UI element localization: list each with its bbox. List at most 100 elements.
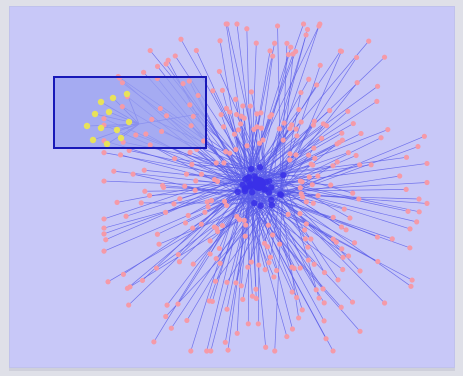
graph-node[interactable]	[313, 287, 319, 293]
graph-node[interactable]	[178, 36, 184, 42]
selected-node[interactable]	[113, 126, 121, 134]
graph-node[interactable]	[193, 47, 199, 54]
graph-node[interactable]	[221, 160, 227, 166]
graph-node[interactable]	[310, 200, 316, 206]
hub-node[interactable]	[277, 191, 285, 199]
graph-node[interactable]	[405, 208, 411, 214]
graph-node[interactable]	[302, 227, 308, 233]
hub-node[interactable]	[268, 201, 275, 209]
graph-node[interactable]	[293, 126, 299, 132]
graph-node[interactable]	[305, 152, 312, 158]
graph-node[interactable]	[288, 44, 294, 50]
graph-node[interactable]	[294, 294, 300, 301]
graph-node[interactable]	[192, 187, 198, 193]
selected-node[interactable]	[109, 94, 117, 102]
graph-node[interactable]	[163, 61, 169, 67]
graph-node[interactable]	[154, 63, 161, 69]
graph-node[interactable]	[227, 109, 233, 115]
graph-node[interactable]	[154, 231, 161, 237]
graph-node[interactable]	[242, 233, 248, 239]
graph-node[interactable]	[415, 143, 421, 150]
graph-node[interactable]	[205, 204, 211, 210]
graph-node[interactable]	[213, 255, 219, 262]
graph-node[interactable]	[345, 108, 351, 114]
graph-node[interactable]	[323, 336, 329, 342]
graph-node[interactable]	[163, 313, 169, 320]
graph-node[interactable]	[187, 102, 193, 108]
graph-node[interactable]	[305, 257, 312, 263]
graph-node[interactable]	[120, 271, 127, 277]
graph-node[interactable]	[190, 261, 196, 267]
graph-node[interactable]	[223, 202, 230, 209]
graph-node[interactable]	[204, 348, 210, 354]
graph-node[interactable]	[101, 216, 107, 222]
graph-node[interactable]	[162, 209, 169, 215]
graph-node[interactable]	[280, 137, 286, 143]
graph-node[interactable]	[117, 152, 124, 158]
graph-node[interactable]	[385, 126, 391, 133]
graph-node[interactable]	[186, 78, 192, 84]
graph-node[interactable]	[245, 264, 251, 270]
graph-node[interactable]	[235, 127, 242, 133]
graph-node[interactable]	[266, 259, 272, 266]
hub-node[interactable]	[256, 164, 264, 171]
graph-node[interactable]	[240, 296, 246, 303]
graph-node[interactable]	[258, 125, 264, 131]
graph-node[interactable]	[253, 295, 259, 302]
graph-node[interactable]	[303, 32, 309, 38]
graph-node[interactable]	[245, 321, 251, 327]
hub-node[interactable]	[268, 184, 275, 191]
graph-node[interactable]	[248, 89, 254, 95]
graph-node[interactable]	[211, 224, 218, 230]
graph-node[interactable]	[339, 137, 345, 143]
graph-node[interactable]	[285, 51, 292, 58]
graph-node[interactable]	[298, 119, 304, 125]
graph-node[interactable]	[289, 326, 296, 332]
graph-node[interactable]	[234, 21, 240, 27]
graph-node[interactable]	[285, 211, 291, 217]
graph-node[interactable]	[353, 152, 359, 159]
graph-node[interactable]	[254, 124, 260, 130]
graph-node[interactable]	[296, 315, 302, 321]
selected-node[interactable]	[123, 90, 131, 98]
graph-node[interactable]	[334, 159, 340, 165]
graph-node[interactable]	[177, 196, 183, 202]
selected-node[interactable]	[97, 98, 105, 106]
graph-node[interactable]	[101, 231, 107, 237]
graph-node[interactable]	[241, 115, 247, 121]
graph-node[interactable]	[315, 173, 321, 179]
hub-node[interactable]	[266, 178, 273, 185]
graph-node[interactable]	[111, 168, 117, 174]
graph-node[interactable]	[254, 111, 260, 117]
graph-node[interactable]	[273, 267, 280, 274]
graph-node[interactable]	[207, 238, 213, 244]
graph-node[interactable]	[218, 111, 224, 118]
selected-node[interactable]	[125, 118, 133, 126]
graph-node[interactable]	[403, 186, 409, 193]
graph-node[interactable]	[349, 299, 356, 305]
graph-node[interactable]	[407, 226, 413, 232]
graph-node[interactable]	[270, 53, 276, 59]
graph-node[interactable]	[338, 224, 345, 230]
graph-node[interactable]	[334, 141, 340, 147]
graph-node[interactable]	[306, 76, 312, 82]
graph-node[interactable]	[311, 261, 317, 267]
graph-node[interactable]	[220, 124, 227, 130]
graph-node[interactable]	[153, 265, 160, 271]
graph-node[interactable]	[217, 260, 223, 266]
graph-node[interactable]	[149, 116, 155, 122]
graph-node[interactable]	[281, 120, 287, 126]
graph-node[interactable]	[340, 254, 346, 260]
graph-node[interactable]	[126, 302, 132, 308]
graph-node[interactable]	[357, 328, 363, 334]
selected-node[interactable]	[105, 108, 113, 116]
graph-node[interactable]	[350, 190, 356, 196]
graph-node[interactable]	[213, 160, 219, 166]
graph-node[interactable]	[172, 155, 178, 162]
graph-node[interactable]	[306, 174, 312, 180]
graph-node[interactable]	[302, 236, 308, 242]
graph-node[interactable]	[366, 38, 372, 44]
graph-node[interactable]	[105, 279, 111, 285]
graph-node[interactable]	[193, 178, 199, 184]
graph-node[interactable]	[244, 143, 250, 149]
